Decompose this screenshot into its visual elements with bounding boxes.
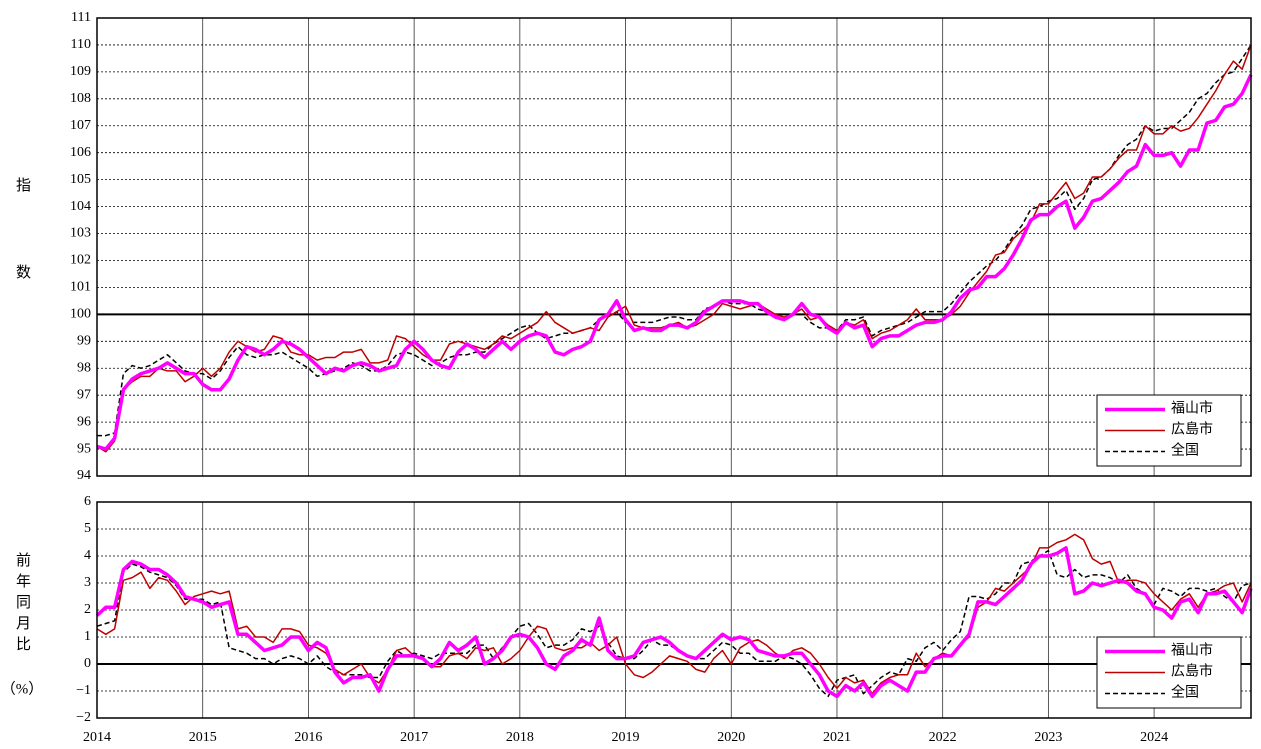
y-tick-label: 99: [77, 334, 91, 349]
y-tick-label: 3: [84, 575, 91, 590]
plot-border: [96, 501, 1252, 719]
series-line: [96, 533, 1252, 695]
legend-label: 広島市: [1171, 421, 1213, 438]
y-tick-label: 5: [84, 521, 91, 536]
y-tick-label: 106: [70, 145, 91, 160]
x-tick-label: 2019: [612, 730, 640, 745]
x-tick-label: 2015: [189, 730, 217, 745]
x-tick-label: 2022: [929, 730, 957, 745]
series-line: [95, 546, 1253, 699]
y-tick-label: 98: [77, 360, 91, 375]
x-tick-label: 2014: [83, 730, 111, 745]
y-tick-label: −2: [76, 710, 91, 725]
legend-label: 広島市: [1171, 663, 1213, 680]
y-tick-label: 101: [70, 280, 91, 295]
series-line: [96, 44, 1252, 453]
y-tick-label: 109: [70, 64, 91, 79]
series-line: [96, 549, 1252, 698]
y-tick-label: 104: [70, 199, 91, 214]
y-tick-label: 94: [77, 468, 91, 483]
y-tick-label: 95: [77, 441, 91, 456]
y-tick-label: 4: [84, 548, 91, 563]
y-tick-label: −1: [76, 683, 91, 698]
legend-label: 福山市: [1171, 400, 1213, 417]
y-tick-label: 110: [71, 37, 91, 52]
series-line: [97, 44, 1252, 437]
x-tick-label: 2016: [294, 730, 322, 745]
y-tick-label: 108: [70, 91, 91, 106]
y-tick-label: 100: [70, 307, 91, 322]
y-tick-label: 105: [70, 172, 91, 187]
y-tick-label: 6: [84, 494, 91, 509]
x-tick-label: 2017: [400, 730, 428, 745]
legend-label: 全国: [1171, 442, 1199, 459]
y-axis-label: （%）: [1, 680, 44, 697]
legend-label: 福山市: [1171, 642, 1213, 659]
y-tick-label: 1: [84, 629, 91, 644]
y-tick-label: 96: [77, 414, 91, 429]
y-tick-label: 103: [70, 226, 91, 241]
x-tick-label: 2024: [1140, 730, 1168, 745]
y-axis-label: 指数: [14, 177, 31, 351]
x-tick-label: 2021: [823, 730, 851, 745]
y-tick-label: 111: [71, 10, 91, 25]
y-axis-label: 前年同月比: [14, 552, 31, 657]
series-line: [96, 73, 1253, 451]
y-tick-label: 0: [84, 656, 91, 671]
y-tick-label: 97: [77, 387, 91, 402]
y-tick-label: 2: [84, 602, 91, 617]
y-tick-label: 107: [70, 118, 91, 133]
plot-border: [96, 17, 1252, 477]
x-tick-label: 2020: [717, 730, 745, 745]
legend-label: 全国: [1171, 684, 1199, 701]
x-tick-label: 2023: [1034, 730, 1062, 745]
y-tick-label: 102: [70, 253, 91, 268]
x-tick-label: 2018: [506, 730, 534, 745]
